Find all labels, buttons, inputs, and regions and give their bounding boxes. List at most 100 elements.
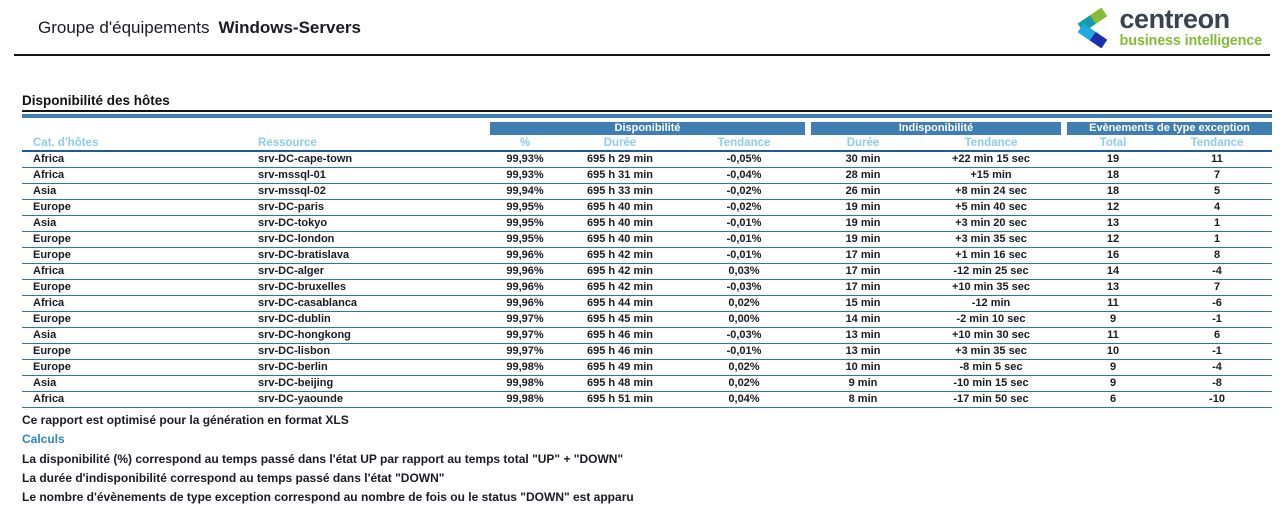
host-availability-table: Disponibilité Indisponibilité Evènements… (22, 122, 1272, 408)
logo-tagline: business intelligence (1119, 32, 1263, 49)
column-header-exception-trend: Tendance (1190, 136, 1244, 149)
cell-availability-duration: 695 h 29 min (560, 151, 680, 168)
cell-unavailability-trend: +3 min 20 sec (918, 215, 1064, 232)
cell-unavailability-duration: 15 min (808, 295, 918, 312)
column-group-row: Disponibilité Indisponibilité Evènements… (22, 122, 1272, 135)
cell-availability-duration: 695 h 42 min (560, 279, 680, 296)
cell-unavailability-trend: -17 min 50 sec (918, 391, 1064, 408)
cell-availability-trend: 0,03% (680, 263, 808, 280)
cell-availability-trend: -0,03% (680, 327, 808, 344)
cell-resource: srv-DC-alger (254, 263, 490, 280)
logo-brand: centreon (1119, 3, 1231, 34)
cell-resource: srv-DC-tokyo (254, 215, 490, 232)
cell-availability-duration: 695 h 46 min (560, 327, 680, 344)
cell-host-category: Africa (22, 167, 254, 184)
cell-availability-percent: 99,95% (490, 215, 560, 232)
cell-host-category: Africa (22, 263, 254, 280)
section-divider-bar (22, 114, 1272, 118)
column-header-exception-total: Total (1099, 136, 1127, 149)
column-header-unavailability-trend: Tendance (964, 136, 1018, 149)
column-header-availability-duration: Durée (603, 136, 637, 149)
table-row: Asia srv-mssql-02 99,94% 695 h 33 min -0,02%… (22, 183, 1272, 200)
cell-exception-total: 9 (1064, 311, 1162, 328)
cell-availability-trend: 0,02% (680, 375, 808, 392)
cell-availability-trend: -0,02% (680, 199, 808, 216)
cell-availability-trend: -0,01% (680, 343, 808, 360)
cell-unavailability-trend: +1 min 16 sec (918, 247, 1064, 264)
cell-unavailability-duration: 8 min (808, 391, 918, 408)
cell-unavailability-duration: 30 min (808, 151, 918, 168)
cell-exception-trend: 11 (1162, 151, 1272, 168)
cell-resource: srv-DC-paris (254, 199, 490, 216)
cell-exception-total: 10 (1064, 343, 1162, 360)
table-row: Africa srv-mssql-01 99,93% 695 h 31 min -0,0… (22, 167, 1272, 184)
cell-resource: srv-DC-bratislava (254, 247, 490, 264)
cell-exception-total: 13 (1064, 279, 1162, 296)
centreon-c-icon (1077, 7, 1107, 48)
table-row: Africa srv-DC-cape-town 99,93% 695 h 29 min… (22, 151, 1272, 168)
cell-exception-trend: -4 (1162, 263, 1272, 280)
table-row: Europe srv-DC-dublin 99,97% 695 h 45 min 0,0… (22, 311, 1272, 328)
cell-host-category: Asia (22, 215, 254, 232)
cell-unavailability-trend: +22 min 15 sec (918, 151, 1064, 168)
cell-availability-duration: 695 h 45 min (560, 311, 680, 328)
cell-host-category: Asia (22, 375, 254, 392)
cell-availability-percent: 99,97% (490, 343, 560, 360)
cell-availability-percent: 99,96% (490, 263, 560, 280)
cell-unavailability-trend: +15 min (918, 167, 1064, 184)
cell-availability-percent: 99,97% (490, 327, 560, 344)
cell-unavailability-trend: +5 min 40 sec (918, 199, 1064, 216)
column-header-availability-trend: Tendance (717, 136, 771, 149)
cell-availability-trend: -0,04% (680, 167, 808, 184)
cell-host-category: Asia (22, 327, 254, 344)
cell-availability-duration: 695 h 49 min (560, 359, 680, 376)
cell-unavailability-duration: 17 min (808, 247, 918, 264)
cell-unavailability-trend: +10 min 30 sec (918, 327, 1064, 344)
cell-resource: srv-DC-yaounde (254, 391, 490, 408)
table-row: Europe srv-DC-berlin 99,98% 695 h 49 min 0,0… (22, 359, 1272, 376)
page-title-prefix: Groupe d'équipements (38, 18, 210, 37)
report-footnotes: Ce rapport est optimisé pour la générati… (22, 411, 1284, 507)
table-row: Europe srv-DC-paris 99,95% 695 h 40 min -0,0… (22, 199, 1272, 216)
cell-availability-percent: 99,98% (490, 375, 560, 392)
cell-availability-percent: 99,96% (490, 279, 560, 296)
cell-exception-trend: -8 (1162, 375, 1272, 392)
cell-exception-total: 12 (1064, 199, 1162, 216)
cell-host-category: Europe (22, 231, 254, 248)
cell-availability-duration: 695 h 42 min (560, 263, 680, 280)
column-header-row: Cat. d'hôtes Ressource % Durée Tendance … (22, 135, 1272, 151)
cell-exception-trend: -1 (1162, 343, 1272, 360)
cell-resource: srv-DC-bruxelles (254, 279, 490, 296)
cell-resource: srv-mssql-02 (254, 183, 490, 200)
cell-exception-total: 19 (1064, 151, 1162, 168)
equipment-group-name: Windows-Servers (218, 18, 361, 37)
column-group-unavailability: Indisponibilité (805, 122, 1064, 135)
cell-availability-trend: -0,03% (680, 279, 808, 296)
cell-availability-duration: 695 h 40 min (560, 231, 680, 248)
cell-availability-trend: -0,01% (680, 231, 808, 248)
cell-exception-trend: -10 (1162, 391, 1272, 408)
cell-availability-percent: 99,97% (490, 311, 560, 328)
table-row: Asia srv-DC-hongkong 99,97% 695 h 46 min -0,… (22, 327, 1272, 344)
cell-unavailability-duration: 10 min (808, 359, 918, 376)
cell-unavailability-duration: 13 min (808, 327, 918, 344)
cell-availability-duration: 695 h 40 min (560, 199, 680, 216)
cell-exception-trend: 6 (1162, 327, 1272, 344)
section-title: Disponibilité des hôtes (22, 93, 1272, 112)
cell-exception-trend: -1 (1162, 311, 1272, 328)
cell-resource: srv-DC-berlin (254, 359, 490, 376)
table-row: Africa srv-DC-casablanca 99,96% 695 h 44 mi… (22, 295, 1272, 312)
cell-unavailability-trend: +10 min 35 sec (918, 279, 1064, 296)
cell-host-category: Asia (22, 183, 254, 200)
cell-exception-total: 16 (1064, 247, 1162, 264)
cell-availability-duration: 695 h 31 min (560, 167, 680, 184)
cell-availability-duration: 695 h 42 min (560, 247, 680, 264)
cell-unavailability-trend: -10 min 15 sec (918, 375, 1064, 392)
cell-unavailability-duration: 17 min (808, 279, 918, 296)
page-title: Groupe d'équipements Windows-Servers (38, 16, 361, 38)
cell-exception-trend: 7 (1162, 167, 1272, 184)
cell-resource: srv-mssql-01 (254, 167, 490, 184)
table-row: Africa srv-DC-yaounde 99,98% 695 h 51 min 0,… (22, 391, 1272, 408)
cell-exception-trend: 5 (1162, 183, 1272, 200)
